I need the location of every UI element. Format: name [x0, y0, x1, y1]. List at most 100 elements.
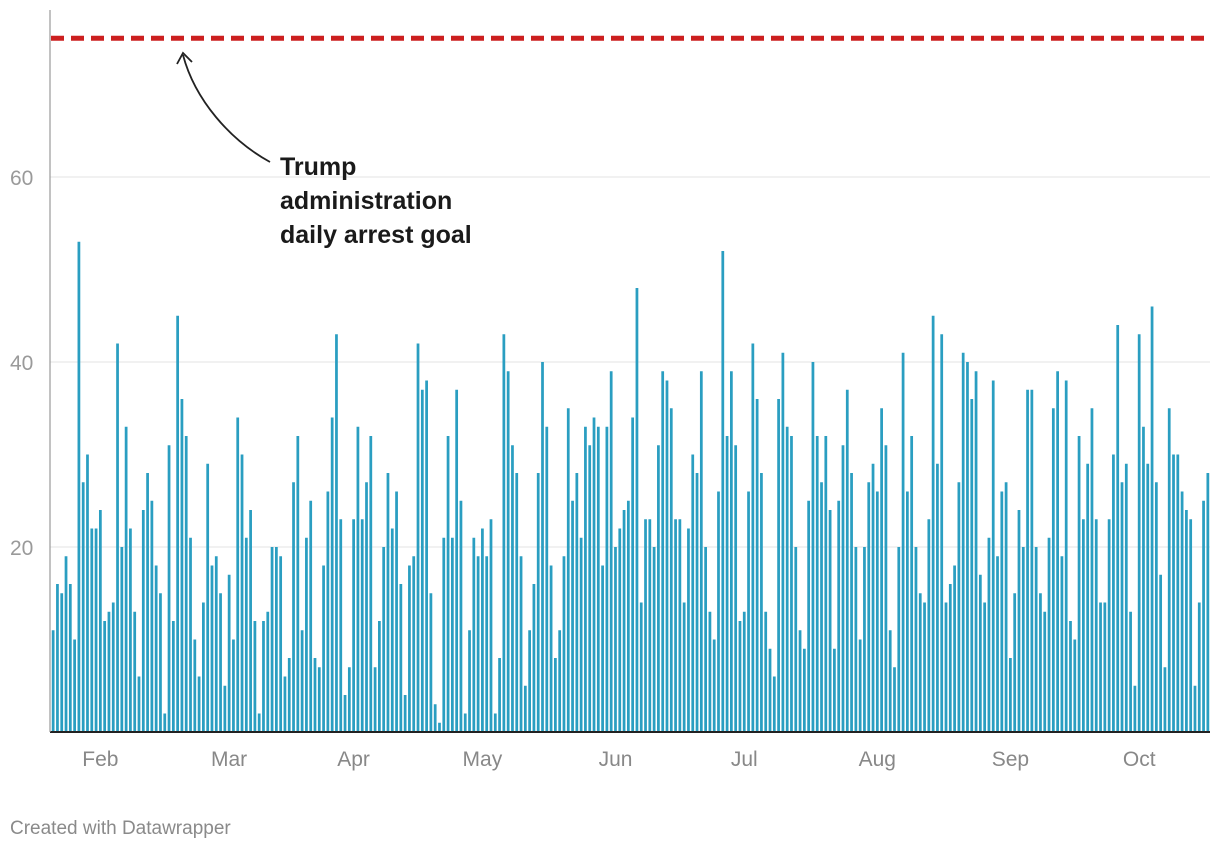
- bar-chart: 20 40 60 Feb Mar Apr May Jun Jul Aug Sep Oct Trump…: [10, 10, 1210, 771]
- bar: [287, 658, 291, 732]
- bar: [223, 685, 227, 732]
- bar: [90, 528, 94, 732]
- bar: [184, 436, 188, 732]
- bar: [68, 584, 72, 732]
- bar: [1039, 593, 1042, 732]
- bar: [137, 676, 141, 732]
- bar: [176, 315, 180, 732]
- bar: [970, 399, 974, 732]
- bar: [541, 362, 544, 732]
- bar: [1047, 537, 1051, 732]
- bar: [648, 519, 652, 732]
- bar: [167, 445, 171, 732]
- bar: [1116, 325, 1120, 732]
- x-tick-label: Jun: [599, 748, 633, 771]
- bar: [1176, 454, 1180, 732]
- bar: [60, 593, 64, 732]
- bar: [772, 676, 776, 732]
- bar: [605, 426, 609, 732]
- bar: [1043, 611, 1047, 732]
- bar: [1112, 454, 1115, 732]
- bar: [1107, 519, 1111, 732]
- x-tick-label: Oct: [1123, 748, 1156, 771]
- bar: [1086, 463, 1090, 732]
- bar: [571, 500, 574, 732]
- bar: [1180, 491, 1184, 732]
- bar: [983, 602, 987, 732]
- bar: [343, 695, 347, 732]
- bar: [1193, 685, 1197, 732]
- bar: [1056, 371, 1059, 732]
- bar: [489, 519, 493, 732]
- bar: [652, 547, 656, 732]
- x-tick-label: Aug: [859, 748, 896, 771]
- bar: [1000, 491, 1004, 732]
- bar: [712, 639, 716, 732]
- bar: [356, 426, 360, 732]
- bar: [232, 639, 235, 732]
- bar: [609, 371, 613, 732]
- bar: [1154, 482, 1158, 732]
- bar: [755, 399, 759, 732]
- bar: [966, 362, 969, 732]
- bar: [283, 676, 287, 732]
- x-tick-label: Sep: [992, 748, 1029, 771]
- y-tick-label: 20: [10, 537, 33, 560]
- bar: [1081, 519, 1085, 732]
- bar: [532, 584, 536, 732]
- bar: [1133, 685, 1137, 732]
- bar: [446, 436, 450, 732]
- bar: [274, 547, 278, 732]
- bar: [785, 426, 789, 732]
- bar: [850, 473, 853, 732]
- bar: [914, 547, 918, 732]
- bar: [661, 371, 665, 732]
- bar: [339, 519, 343, 732]
- bar: [936, 463, 939, 732]
- bar: [601, 565, 604, 732]
- bar: [373, 667, 377, 732]
- bar: [154, 565, 158, 732]
- bar: [150, 500, 154, 732]
- bar: [747, 491, 750, 732]
- bar: [554, 658, 557, 732]
- bar: [292, 482, 295, 732]
- bar: [584, 426, 587, 732]
- bar: [266, 611, 270, 732]
- bar: [768, 648, 772, 732]
- bar: [1103, 602, 1107, 732]
- bar: [468, 630, 471, 732]
- bar: [708, 611, 712, 732]
- bar: [206, 463, 210, 732]
- annotation-arrow: [182, 54, 271, 163]
- bar: [202, 602, 205, 732]
- bar: [210, 565, 214, 732]
- bar: [111, 602, 115, 732]
- bar: [1099, 602, 1102, 732]
- bar: [425, 380, 428, 732]
- bar: [545, 426, 549, 732]
- bar: [214, 556, 218, 732]
- bar: [141, 510, 145, 732]
- bar: [781, 352, 785, 732]
- bar: [257, 713, 261, 732]
- bar: [1073, 639, 1077, 732]
- bar: [918, 593, 922, 732]
- bar: [511, 445, 514, 732]
- bar: [978, 574, 982, 732]
- annotation-arrowhead: [176, 51, 193, 65]
- bar: [408, 565, 411, 732]
- bar: [953, 565, 956, 732]
- bar: [1120, 482, 1124, 732]
- bar: [931, 315, 935, 732]
- bar: [764, 611, 768, 732]
- bar: [1090, 408, 1094, 732]
- bar: [1030, 389, 1034, 732]
- bar: [249, 510, 252, 732]
- bar: [807, 500, 811, 732]
- bar: [1167, 408, 1171, 732]
- bar: [403, 695, 407, 732]
- bar: [721, 251, 725, 732]
- bar: [322, 565, 325, 732]
- bar: [459, 500, 463, 732]
